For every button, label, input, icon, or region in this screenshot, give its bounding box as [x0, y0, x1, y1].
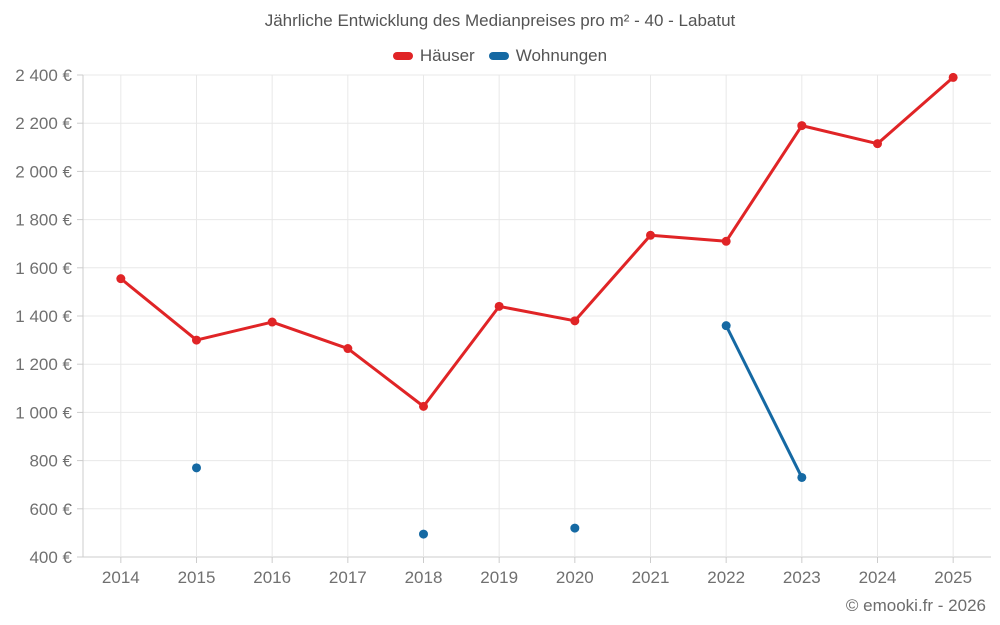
y-tick-label: 1 000 €	[15, 403, 72, 422]
hauser-line-segment	[724, 124, 804, 243]
x-tick-label: 2020	[556, 568, 594, 587]
series-hauser	[116, 72, 958, 411]
wohnungen-point-2018[interactable]	[419, 529, 428, 539]
chart-title: Jährliche Entwicklung des Medianpreises …	[264, 11, 736, 30]
legend: Häuser Wohnungen	[0, 46, 1000, 66]
x-tick-label: 2015	[178, 568, 216, 587]
y-tick-label: 2 000 €	[15, 162, 72, 181]
legend-item-wohnungen[interactable]: Wohnungen	[488, 46, 608, 66]
hauser-line-segment	[346, 347, 425, 408]
y-tick-label: 1 800 €	[15, 211, 72, 230]
hauser-point-2024[interactable]	[873, 139, 882, 149]
hauser-point-2023[interactable]	[797, 121, 807, 131]
x-tick-label: 2025	[934, 568, 972, 587]
y-tick-label: 800 €	[29, 452, 72, 471]
hauser-point-2022[interactable]	[721, 236, 731, 246]
series-wohnungen	[192, 321, 807, 539]
hauser-point-2019[interactable]	[494, 301, 504, 311]
wohnungen-point-2022[interactable]	[721, 321, 731, 331]
y-tick-label: 2 200 €	[15, 114, 72, 133]
wohnungen-legend-swatch	[488, 52, 509, 60]
hauser-point-2017[interactable]	[343, 344, 353, 354]
x-tick-label: 2024	[859, 568, 897, 587]
hauser-point-2015[interactable]	[192, 335, 201, 345]
copyright: © emooki.fr - 2026	[845, 596, 986, 615]
y-tick-label: 1 200 €	[15, 355, 72, 374]
x-tick-label: 2018	[405, 568, 443, 587]
hauser-point-2020[interactable]	[570, 316, 580, 326]
hauser-point-2014[interactable]	[116, 274, 126, 284]
x-tick-label: 2019	[480, 568, 518, 587]
y-tick-label: 1 600 €	[15, 259, 72, 278]
haeuser-legend-label: Häuser	[419, 46, 475, 65]
x-tick-label: 2023	[783, 568, 821, 587]
hauser-line-segment	[422, 304, 501, 408]
hauser-line-segment	[800, 124, 879, 146]
x-tick-label: 2022	[707, 568, 745, 587]
hauser-point-2025[interactable]	[948, 72, 958, 82]
x-tick-label: 2014	[102, 568, 140, 587]
wohnungen-point-2020[interactable]	[570, 523, 580, 533]
haeuser-legend-swatch	[392, 52, 413, 60]
hauser-point-2018[interactable]	[419, 401, 428, 411]
hauser-line-segment	[573, 233, 652, 323]
y-tick-label: 2 400 €	[15, 66, 72, 85]
hauser-line-segment	[876, 75, 955, 146]
legend-item-haeuser[interactable]: Häuser	[392, 46, 475, 66]
x-tick-label: 2021	[632, 568, 670, 587]
x-tick-label: 2016	[253, 568, 291, 587]
wohnungen-legend-label: Wohnungen	[515, 46, 608, 65]
y-tick-label: 600 €	[29, 500, 72, 519]
hauser-line-segment	[270, 320, 350, 351]
wohnungen-point-2023[interactable]	[797, 472, 807, 482]
x-tick-label: 2017	[329, 568, 367, 587]
y-tick-label: 400 €	[29, 548, 72, 567]
y-tick-label: 1 400 €	[15, 307, 72, 326]
hauser-line-segment	[649, 233, 728, 243]
hauser-line-segment	[497, 304, 577, 323]
hauser-line-segment	[195, 320, 274, 342]
wohnungen-line-segment	[724, 324, 804, 479]
wohnungen-point-2015[interactable]	[192, 463, 201, 473]
hauser-point-2021[interactable]	[646, 230, 655, 240]
hauser-line-segment	[119, 277, 198, 342]
hauser-point-2016[interactable]	[267, 317, 277, 327]
